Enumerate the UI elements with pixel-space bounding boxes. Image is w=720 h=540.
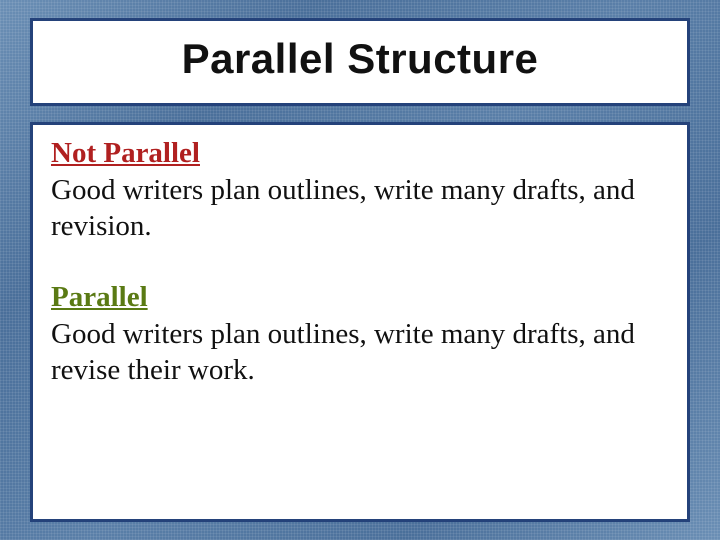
text-parallel: Good writers plan outlines, write many d… [51,316,669,389]
heading-parallel: Parallel [51,281,669,314]
heading-not-parallel: Not Parallel [51,137,669,170]
title-box: Parallel Structure [30,18,690,106]
text-not-parallel: Good writers plan outlines, write many d… [51,172,669,245]
slide-title: Parallel Structure [43,35,677,83]
content-box: Not Parallel Good writers plan outlines,… [30,122,690,522]
